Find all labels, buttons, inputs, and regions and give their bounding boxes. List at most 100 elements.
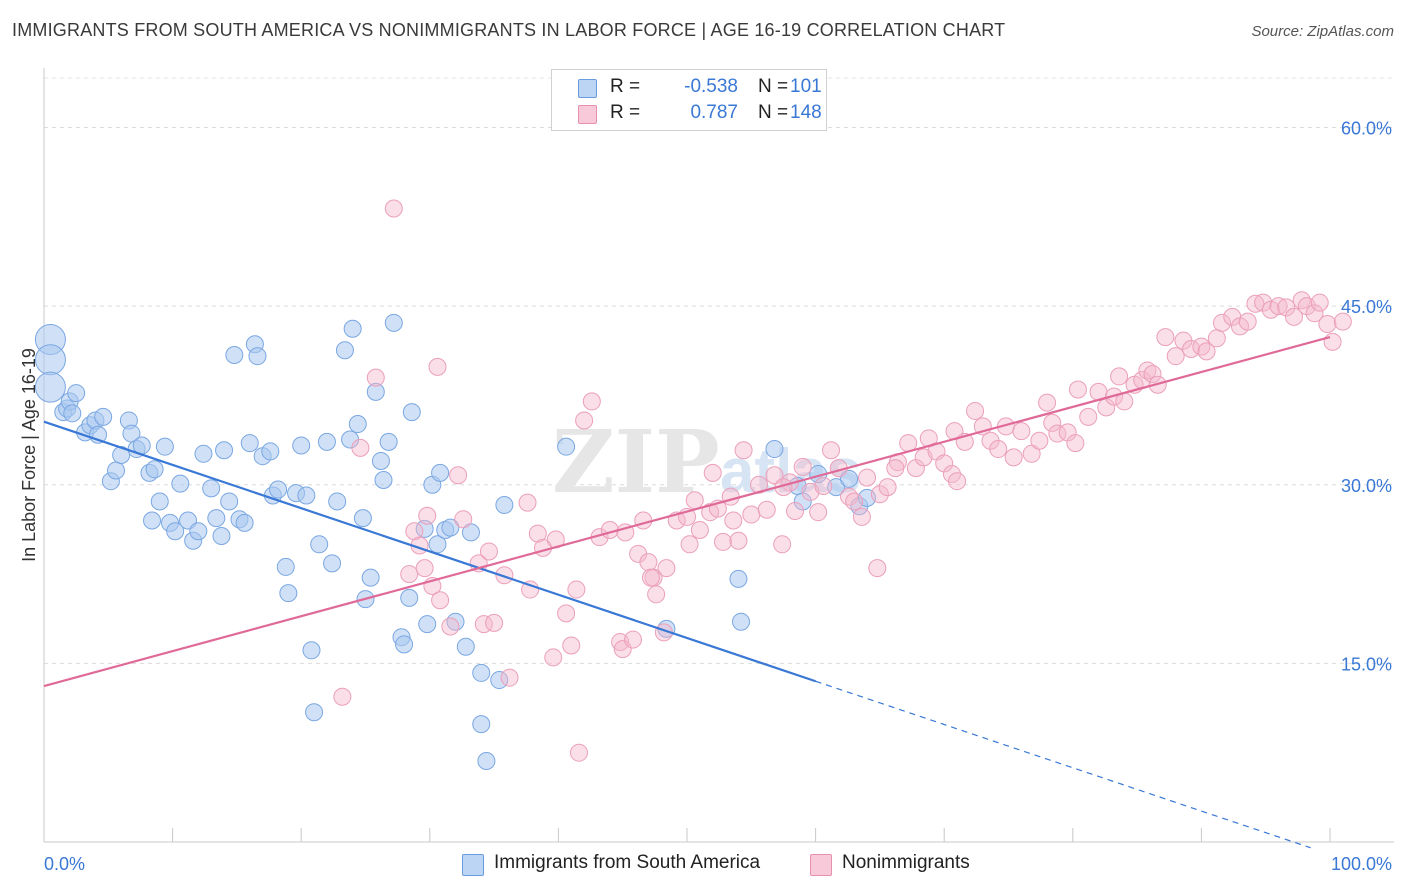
data-point-nonimmigrants <box>1197 342 1216 361</box>
bottom-legend-swatch-pink <box>810 854 832 876</box>
data-point-nonimmigrants <box>793 457 812 476</box>
watermark: ZIP atlas <box>552 412 861 513</box>
data-point-nonimmigrants <box>1030 431 1049 450</box>
data-point-immigrants <box>343 319 362 338</box>
data-point-nonimmigrants <box>557 604 576 623</box>
data-point-nonimmigrants <box>1166 347 1185 366</box>
watermark-text: ZIP <box>552 412 720 513</box>
data-point-immigrants <box>428 535 447 554</box>
data-point-immigrants <box>143 511 162 530</box>
data-point-nonimmigrants <box>1066 434 1085 453</box>
data-point-nonimmigrants <box>1207 329 1226 348</box>
x-tick-label: 100.0% <box>1331 854 1392 874</box>
data-point-immigrants <box>472 663 491 682</box>
data-point-immigrants <box>220 492 239 511</box>
data-point-immigrants <box>297 486 316 505</box>
data-point-nonimmigrants <box>582 392 601 411</box>
data-point-nonimmigrants <box>685 491 704 510</box>
data-point-nonimmigrants <box>1004 448 1023 467</box>
legend-swatch-blue <box>578 79 597 98</box>
trend-line-immigrants-extension <box>815 680 1311 849</box>
data-point-nonimmigrants <box>886 459 905 478</box>
tick-labels: 15.0% 30.0% 45.0% 60.0% 0.0% 100.0% In Labor F… <box>19 119 1392 874</box>
data-point-immigrants <box>361 568 380 587</box>
legend-r-label: R = <box>610 76 641 97</box>
data-point-immigrants <box>446 612 465 631</box>
data-point-immigrants <box>395 635 414 654</box>
data-point-immigrants <box>276 557 295 576</box>
data-point-immigrants <box>94 407 113 426</box>
data-point-nonimmigrants <box>639 553 658 572</box>
y-axis-label: In Labor Force | Age 16-19 <box>19 348 39 562</box>
y-tick-label: 30.0% <box>1341 476 1392 496</box>
legend-n-value: 101 <box>790 76 822 97</box>
data-point-nonimmigrants <box>1305 304 1324 323</box>
data-point-nonimmigrants <box>878 478 897 497</box>
data-point-immigrants <box>292 436 311 455</box>
data-point-nonimmigrants <box>366 368 385 387</box>
data-point-immigrants <box>150 492 169 511</box>
chart-title: IMMIGRANTS FROM SOUTH AMERICA VS NONIMMI… <box>12 20 1006 40</box>
data-point-immigrants <box>418 615 437 634</box>
data-point-nonimmigrants <box>415 559 434 578</box>
data-point-immigrants <box>323 554 342 573</box>
data-point-nonimmigrants <box>518 493 537 512</box>
data-point-nonimmigrants <box>786 501 805 520</box>
data-point-immigrants <box>366 382 385 401</box>
data-point-nonimmigrants <box>1156 328 1175 347</box>
data-point-nonimmigrants <box>485 613 504 632</box>
data-point-nonimmigrants <box>1068 380 1087 399</box>
data-point-nonimmigrants <box>680 535 699 554</box>
data-point-nonimmigrants <box>657 559 676 578</box>
data-point-immigrants <box>441 518 460 537</box>
trend-line-nonimmigrants <box>43 336 1331 688</box>
data-point-nonimmigrants <box>569 743 588 762</box>
data-point-immigrants <box>557 437 576 456</box>
data-point-nonimmigrants <box>431 591 450 610</box>
data-point-nonimmigrants <box>441 617 460 636</box>
data-point-immigrants <box>302 641 321 660</box>
data-point-nonimmigrants <box>1333 312 1352 331</box>
data-point-immigrants <box>793 492 812 511</box>
data-point-nonimmigrants <box>400 565 419 584</box>
data-point-nonimmigrants <box>634 511 653 530</box>
data-point-nonimmigrants <box>623 630 642 649</box>
data-point-immigrants <box>145 460 164 479</box>
data-point-nonimmigrants <box>521 580 540 599</box>
data-point-immigrants <box>212 526 231 545</box>
data-point-nonimmigrants <box>495 566 514 585</box>
data-point-nonimmigrants <box>333 687 352 706</box>
data-point-immigrants <box>215 441 234 460</box>
x-tick-label: 0.0% <box>44 854 85 874</box>
data-point-nonimmigrants <box>1138 361 1157 380</box>
data-point-immigrants <box>400 588 419 607</box>
data-point-nonimmigrants <box>1310 293 1329 312</box>
data-point-nonimmigrants <box>454 510 473 529</box>
data-point-nonimmigrants <box>724 511 743 530</box>
legend-swatch-pink <box>578 105 597 124</box>
data-point-nonimmigrants <box>1043 413 1062 432</box>
data-point-immigrants <box>328 492 347 511</box>
data-point-immigrants <box>261 442 280 461</box>
legend-r-value: -0.538 <box>684 76 738 97</box>
grid-lines <box>44 77 1394 664</box>
data-point-nonimmigrants <box>1277 298 1296 317</box>
data-point-nonimmigrants <box>1110 367 1129 386</box>
data-point-immigrants <box>194 444 213 463</box>
data-point-nonimmigrants <box>765 466 784 485</box>
data-point-immigrants <box>305 703 324 722</box>
data-point-immigrants <box>374 471 393 490</box>
data-point-immigrants <box>63 404 82 423</box>
data-point-immigrants <box>248 347 267 366</box>
data-point-nonimmigrants <box>500 668 519 687</box>
data-point-immigrants <box>371 451 390 470</box>
stats-legend: R = -0.538 N = 101 R = 0.787 N = 148 <box>551 69 827 131</box>
data-point-nonimmigrants <box>647 585 666 604</box>
data-point-nonimmigrants <box>742 505 761 524</box>
data-point-nonimmigrants <box>418 506 437 525</box>
data-point-immigrants <box>431 463 450 482</box>
data-point-nonimmigrants <box>351 438 370 457</box>
trend-line-immigrants <box>43 420 816 683</box>
data-point-nonimmigrants <box>384 199 403 218</box>
